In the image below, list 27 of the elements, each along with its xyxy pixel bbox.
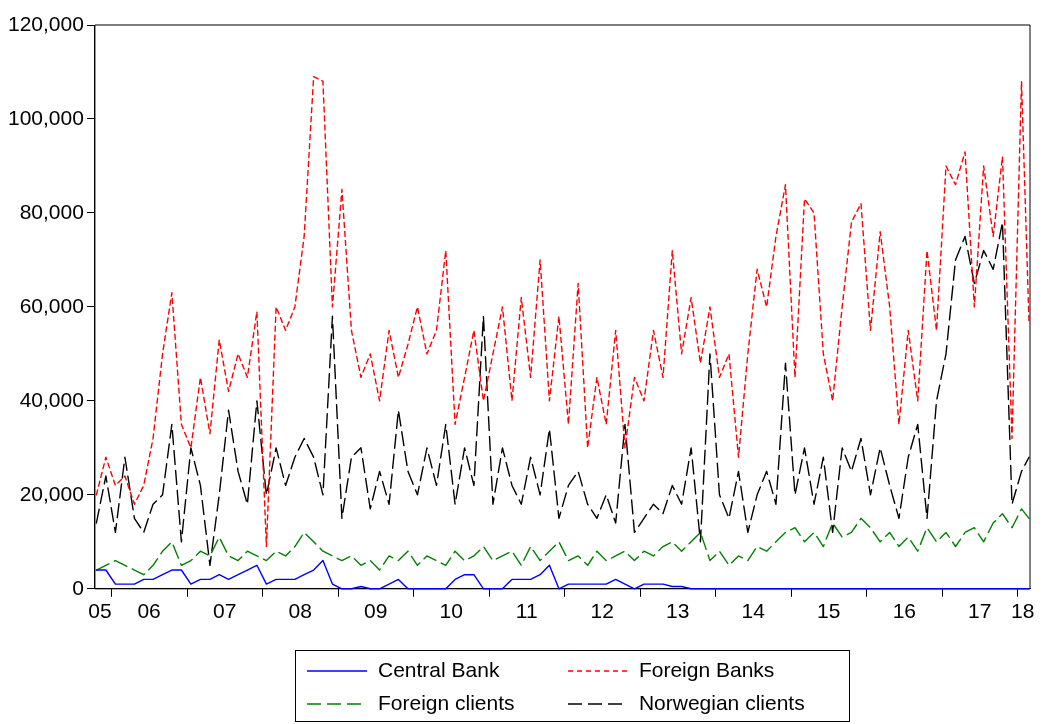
y-tick-label: 20,000 — [19, 481, 84, 505]
legend-label: Central Bank — [378, 658, 500, 681]
x-tick-label: 06 — [137, 599, 161, 623]
x-tick-label: 17 — [968, 599, 992, 623]
y-tick-label: 60,000 — [19, 293, 84, 317]
x-tick-label: 14 — [741, 599, 766, 623]
y-tick-label: 120,000 — [7, 11, 84, 35]
x-tick-label: 12 — [590, 599, 614, 623]
x-tick-label: 07 — [212, 599, 237, 623]
legend-label: Foreign Banks — [638, 658, 775, 681]
y-tick-label: 80,000 — [19, 199, 84, 223]
x-tick-label: 05 — [88, 599, 112, 623]
legend-label: Foreign clients — [378, 691, 515, 714]
legend-label: Norwegian clients — [638, 691, 805, 714]
y-tick-label: 40,000 — [19, 387, 84, 411]
x-tick-label: 16 — [892, 599, 916, 623]
x-tick-label: 11 — [515, 599, 538, 623]
line-series — [95, 508, 1030, 576]
y-tick-label: 100,000 — [7, 105, 84, 129]
line-series — [95, 75, 1030, 548]
x-tick-label: 09 — [363, 599, 388, 623]
x-tick-label: 18 — [1011, 599, 1035, 623]
x-tick-label: 13 — [666, 599, 690, 623]
x-tick-label: 15 — [817, 599, 841, 623]
y-tick-label: 0 — [72, 575, 84, 599]
x-tick-label: 10 — [439, 599, 463, 623]
x-tick-label: 08 — [288, 599, 312, 623]
